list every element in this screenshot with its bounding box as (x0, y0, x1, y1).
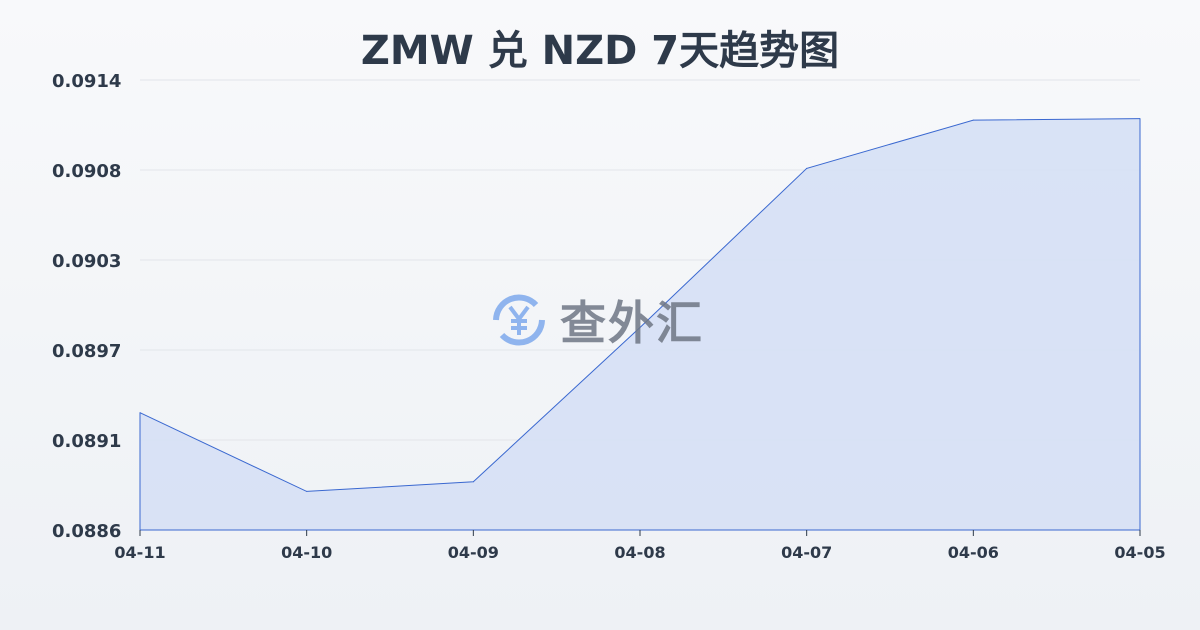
y-tick-label: 0.0908 (52, 161, 121, 182)
x-tick-label: 04-07 (781, 543, 832, 562)
data-point (139, 412, 141, 414)
x-tick-label: 04-11 (114, 543, 165, 562)
chart-title: ZMW 兑 NZD 7天趋势图 (360, 28, 840, 74)
y-tick-label: 0.0914 (52, 71, 121, 92)
data-point (639, 327, 641, 328)
x-tick-label: 04-09 (448, 543, 499, 562)
data-point (806, 167, 808, 169)
series-area (140, 118, 1140, 531)
y-tick-label: 0.0897 (52, 341, 121, 362)
data-point (472, 481, 474, 483)
x-tick-label: 04-08 (614, 543, 665, 562)
x-tick-label: 04-05 (1114, 543, 1165, 562)
x-tick-label: 04-06 (948, 543, 999, 562)
data-point (972, 119, 974, 121)
y-tick-label: 0.0891 (52, 431, 121, 452)
watermark-text: 查外汇 (560, 296, 704, 350)
x-tick-label: 04-10 (281, 543, 332, 562)
data-point (306, 490, 308, 492)
yen-exchange-icon (493, 294, 545, 346)
data-point (1139, 118, 1141, 120)
y-tick-label: 0.0903 (52, 251, 121, 272)
y-tick-label: 0.0886 (52, 521, 121, 542)
watermark: 查外汇 (488, 287, 704, 353)
